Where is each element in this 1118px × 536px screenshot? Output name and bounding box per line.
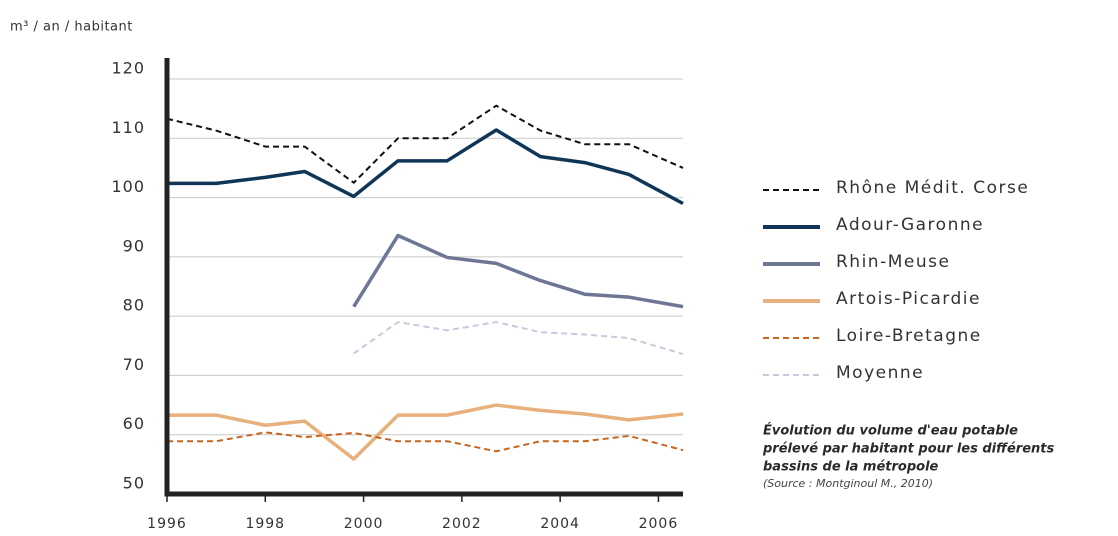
series-line xyxy=(167,431,684,453)
legend-label: Moyenne xyxy=(836,363,924,383)
y-axis-label: m³ / an / habitant xyxy=(10,20,133,35)
legend-label: Rhône Médit. Corse xyxy=(836,178,1029,198)
legend-label: Loire-Bretagne xyxy=(836,326,982,346)
y-tick-label: 80 xyxy=(123,296,145,315)
x-tick-label: 1998 xyxy=(245,516,285,532)
series-line xyxy=(167,128,684,206)
y-tick-label: 90 xyxy=(123,236,145,255)
x-tick-label: 2002 xyxy=(442,516,482,532)
y-tick-label: 110 xyxy=(111,118,145,137)
series-line xyxy=(166,104,684,184)
x-tick-label: 2004 xyxy=(540,516,580,532)
caption-line: bassins de la métropole xyxy=(763,460,939,475)
caption-line: prélevé par habitant pour les différents xyxy=(762,442,1054,457)
legend-label: Rhin-Meuse xyxy=(836,252,950,272)
x-tick-label: 2000 xyxy=(344,516,384,532)
legend-label: Adour-Garonne xyxy=(836,215,984,235)
x-tick-label: 1996 xyxy=(147,516,187,532)
series-line xyxy=(352,233,684,309)
x-tick-label: 2006 xyxy=(639,516,679,532)
series-line xyxy=(353,321,684,356)
y-tick-label: 60 xyxy=(123,414,145,433)
caption-line: Évolution du volume d'eau potable xyxy=(763,423,1018,439)
y-tick-label: 100 xyxy=(111,177,145,196)
series-line xyxy=(167,403,684,461)
y-tick-label: 50 xyxy=(123,474,145,493)
y-tick-label: 70 xyxy=(123,355,145,374)
y-tick-label: 120 xyxy=(111,59,145,78)
caption-source: (Source : Montginoul M., 2010) xyxy=(763,477,933,490)
legend-label: Artois-Picardie xyxy=(836,289,981,309)
